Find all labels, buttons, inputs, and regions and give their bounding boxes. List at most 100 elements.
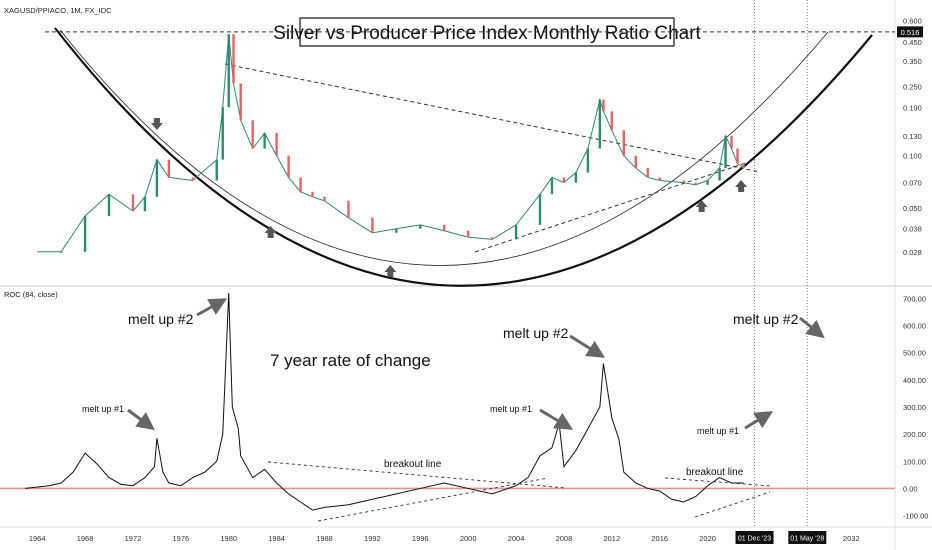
arrow-marker — [735, 180, 748, 192]
support-trendline — [474, 159, 756, 253]
annotation-breakout-line-1: breakout line — [384, 459, 442, 470]
annotation-melt-up-2-left: melt up #2 — [128, 311, 194, 327]
ratio-candle — [251, 120, 254, 149]
time-tick-label: 1964 — [29, 534, 46, 543]
price-tick-label: 0.028 — [903, 248, 922, 257]
ratio-candle — [736, 148, 739, 164]
ratio-candle — [610, 111, 614, 131]
ratio-candle — [602, 99, 605, 112]
time-tick-label: 2016 — [651, 534, 668, 543]
time-tick-label: 1996 — [412, 534, 429, 543]
ratio-candle — [143, 196, 147, 212]
top-pane — [0, 0, 895, 285]
roc-tick-label: 200.00 — [903, 430, 926, 439]
annotation-breakout-line-2: breakout line — [686, 467, 744, 478]
ratio-candle — [562, 177, 566, 183]
ratio-candle — [263, 133, 266, 149]
roc-line[interactable] — [25, 292, 744, 511]
ratio-candle — [167, 159, 171, 178]
time-tick-label: 1976 — [172, 534, 189, 543]
ratio-candle — [155, 159, 159, 197]
price-tick-label: 0.250 — [903, 83, 922, 92]
ratio-candle — [682, 180, 685, 183]
ratio-candle — [490, 237, 494, 240]
bowl-curve-thin — [59, 29, 829, 266]
time-tick-label: 2020 — [699, 534, 716, 543]
ratio-candle — [221, 107, 224, 160]
time-tick-label: 1980 — [220, 534, 237, 543]
ratio-candle — [586, 148, 590, 173]
ratio-candle — [299, 177, 302, 192]
ratio-candle — [550, 177, 554, 195]
date-badge — [735, 531, 774, 544]
time-tick-label: 2004 — [508, 534, 525, 543]
roc-tick-label: 400.00 — [903, 376, 926, 385]
arrow-marker — [695, 200, 708, 212]
symbol-label: XAGUSD/PPIACO, 1M, FX_IDC — [4, 6, 112, 15]
arrow-melt-up-2-mid — [569, 334, 606, 358]
arrow-melt-up-2-right — [799, 316, 825, 339]
ratio-candle — [215, 159, 218, 181]
price-tick-label: 0.600 — [903, 16, 922, 25]
ratio-candle — [742, 163, 745, 168]
ratio-candle — [191, 177, 195, 181]
price-tick-label: 0.450 — [903, 38, 922, 47]
annotation-rate-of-change: 7 year rate of change — [270, 351, 431, 370]
date-badge-label: 01 May '28 — [790, 536, 824, 543]
price-tick-label: 0.070 — [903, 179, 922, 188]
ratio-candle — [466, 230, 470, 238]
ratio-candle — [323, 196, 326, 201]
last-value-badge: 0.516 — [897, 26, 923, 38]
roc-tick-label: 100.00 — [903, 457, 926, 466]
bottom-arrow-markers — [150, 118, 748, 277]
price-tick-label: 0.190 — [903, 103, 922, 112]
breakout-line-1-lower — [317, 477, 549, 522]
time-axis[interactable]: 1964 1968 1972 1976 1980 1984 1988 1992 1996 2000… — [29, 534, 860, 543]
annotation-melt-up-1-left: melt up #1 — [82, 404, 124, 414]
roc-tick-label: 0.00 — [903, 484, 918, 493]
ratio-candle — [395, 228, 398, 233]
roc-label: ROC (84, close) — [4, 290, 58, 299]
chart-title-box: Silver vs Producer Price Index Monthly R… — [273, 17, 702, 47]
ratio-candle — [107, 194, 111, 216]
ratio-candle — [694, 182, 697, 185]
time-tick-label: 2000 — [460, 534, 477, 543]
roc-tick-label: 500.00 — [903, 349, 926, 358]
time-tick-label: 1984 — [268, 534, 285, 543]
ratio-candle — [131, 194, 135, 212]
ratio-candle — [538, 194, 542, 225]
ratio-candle — [311, 191, 314, 197]
time-tick-label: 2032 — [843, 534, 860, 543]
arrow-marker — [264, 226, 277, 238]
ratio-candles — [59, 34, 745, 253]
ratio-candle — [287, 155, 290, 178]
arrow-melt-up-1-mid — [539, 408, 574, 430]
date-badges: 01 Dec '23 01 May '28 — [735, 531, 827, 544]
time-tick-label: 1972 — [125, 534, 142, 543]
ratio-candle — [574, 172, 578, 183]
ratio-candle — [646, 167, 649, 178]
ratio-candle — [419, 224, 422, 229]
price-axis[interactable]: 0.600 0.450 0.350 0.250 0.190 0.130 0.100 0.070… — [903, 16, 922, 256]
ratio-candle — [239, 83, 242, 121]
date-badge-label: 01 Dec '23 — [738, 536, 771, 543]
roc-tick-label: 600.00 — [903, 322, 926, 331]
roc-axis[interactable]: 700.00 600.00 500.00 400.00 300.00 200.00 100.… — [903, 294, 928, 520]
ratio-candle — [634, 155, 637, 168]
ratio-candle — [83, 215, 87, 252]
ratio-candle — [371, 217, 374, 233]
annotation-melt-up-2-mid: melt up #2 — [503, 325, 569, 341]
ratio-candle — [59, 251, 63, 253]
time-tick-label: 1988 — [316, 534, 333, 543]
ratio-candle — [622, 130, 625, 156]
date-badge — [788, 531, 827, 544]
ratio-candle — [730, 135, 733, 149]
annotation-melt-up-1-mid: melt up #1 — [490, 404, 532, 414]
price-tick-label: 0.050 — [903, 204, 922, 213]
chart-title: Silver vs Producer Price Index Monthly R… — [273, 23, 701, 44]
ratio-candle — [275, 133, 278, 156]
roc-tick-label: 300.00 — [903, 403, 926, 412]
ratio-candle — [706, 180, 709, 185]
ratio-candle — [658, 177, 661, 181]
